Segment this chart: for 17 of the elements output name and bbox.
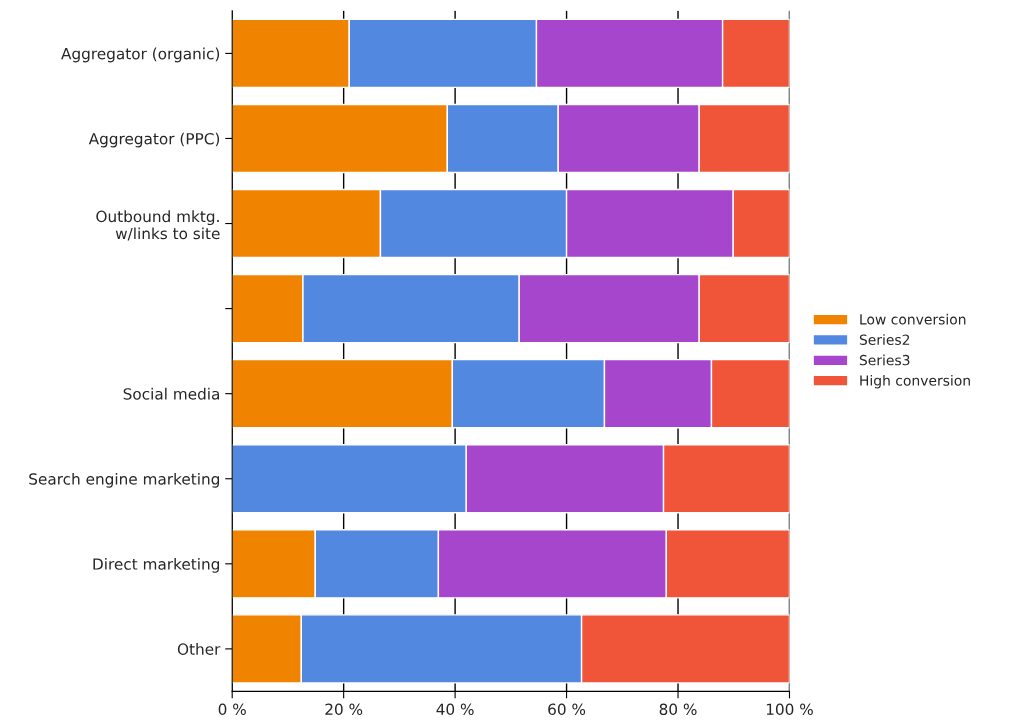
y-tick-label: Search engine marketing bbox=[29, 472, 220, 488]
y-tick-label: Social media bbox=[123, 387, 219, 400]
y-tick-label: Direct marketing bbox=[93, 558, 220, 573]
x-tick-label: 60 % bbox=[548, 703, 586, 716]
legend-label: Low conversion bbox=[860, 313, 966, 325]
legend-label: Series3 bbox=[859, 354, 910, 366]
x-tick-label: 20 % bbox=[325, 703, 363, 716]
x-tick-label: 0 % bbox=[218, 703, 246, 716]
y-tick-label: Outbound mktg. w/links to site bbox=[96, 210, 220, 241]
y-tick-label: Aggregator (PPC) bbox=[88, 132, 220, 148]
y-tick-label: Aggregator (organic) bbox=[61, 47, 220, 63]
y-tick-label: Other bbox=[177, 643, 221, 655]
x-tick-label: 80 % bbox=[659, 703, 697, 716]
x-tick-label: 100 % bbox=[766, 703, 813, 716]
legend-label: High conversion bbox=[860, 375, 970, 389]
x-tick-label: 40 % bbox=[436, 703, 474, 716]
legend-label: Series2 bbox=[859, 334, 910, 345]
